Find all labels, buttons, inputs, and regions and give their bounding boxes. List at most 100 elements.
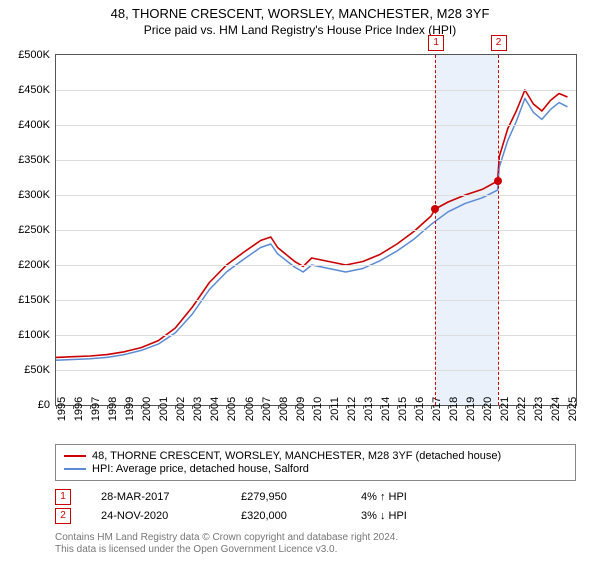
footer-line1: Contains HM Land Registry data © Crown c… bbox=[55, 532, 575, 544]
x-tick-label: 2006 bbox=[244, 397, 256, 421]
y-tick-label: £100K bbox=[18, 329, 50, 341]
x-tick bbox=[261, 405, 262, 409]
x-tick bbox=[380, 405, 381, 409]
y-tick-label: £300K bbox=[18, 189, 50, 201]
x-tick-label: 1999 bbox=[124, 397, 136, 421]
x-tick-label: 2003 bbox=[192, 397, 204, 421]
x-tick-label: 2016 bbox=[414, 397, 426, 421]
x-tick-label: 2000 bbox=[141, 397, 153, 421]
x-tick-label: 2008 bbox=[278, 397, 290, 421]
sale-row: 1 28-MAR-2017 £279,950 4% ↑ HPI bbox=[55, 489, 575, 505]
x-tick-label: 2025 bbox=[567, 397, 579, 421]
x-tick-label: 2023 bbox=[533, 397, 545, 421]
x-tick-label: 1998 bbox=[107, 397, 119, 421]
x-tick-label: 2004 bbox=[209, 397, 221, 421]
x-tick bbox=[465, 405, 466, 409]
sale-row-delta: 4% ↑ HPI bbox=[361, 491, 407, 503]
x-tick-label: 2005 bbox=[226, 397, 238, 421]
chart-title: 48, THORNE CRESCENT, WORSLEY, MANCHESTER… bbox=[0, 6, 600, 21]
sale-row-marker: 2 bbox=[55, 508, 71, 524]
x-tick bbox=[363, 405, 364, 409]
sale-row-date: 28-MAR-2017 bbox=[101, 491, 211, 503]
x-tick bbox=[516, 405, 517, 409]
chart-subtitle: Price paid vs. HM Land Registry's House … bbox=[0, 23, 600, 37]
sale-marker-line bbox=[435, 55, 436, 405]
x-tick-label: 1997 bbox=[90, 397, 102, 421]
x-tick-label: 2014 bbox=[380, 397, 392, 421]
footer-attribution: Contains HM Land Registry data © Crown c… bbox=[55, 532, 575, 556]
x-tick-label: 2009 bbox=[295, 397, 307, 421]
legend-item: 48, THORNE CRESCENT, WORSLEY, MANCHESTER… bbox=[64, 450, 567, 462]
x-tick-label: 2017 bbox=[431, 397, 443, 421]
legend-label: HPI: Average price, detached house, Salf… bbox=[92, 463, 309, 475]
legend-label: 48, THORNE CRESCENT, WORSLEY, MANCHESTER… bbox=[92, 450, 501, 462]
x-tick-label: 2019 bbox=[465, 397, 477, 421]
x-tick bbox=[346, 405, 347, 409]
x-tick bbox=[329, 405, 330, 409]
x-tick-label: 2021 bbox=[499, 397, 511, 421]
legend-swatch bbox=[64, 468, 86, 470]
series-price_paid bbox=[56, 90, 568, 357]
sale-marker-line bbox=[498, 55, 499, 405]
y-tick-label: £350K bbox=[18, 154, 50, 166]
sale-marker-dot bbox=[494, 177, 502, 185]
legend-swatch bbox=[64, 455, 86, 457]
x-tick bbox=[414, 405, 415, 409]
x-tick bbox=[431, 405, 432, 409]
sale-marker-label: 2 bbox=[491, 35, 507, 51]
x-tick-label: 2007 bbox=[261, 397, 273, 421]
x-tick bbox=[567, 405, 568, 409]
x-tick bbox=[73, 405, 74, 409]
sale-row: 2 24-NOV-2020 £320,000 3% ↓ HPI bbox=[55, 508, 575, 524]
x-tick-label: 2011 bbox=[329, 397, 341, 421]
x-tick bbox=[295, 405, 296, 409]
x-tick bbox=[209, 405, 210, 409]
x-tick bbox=[550, 405, 551, 409]
x-tick bbox=[278, 405, 279, 409]
legend-item: HPI: Average price, detached house, Salf… bbox=[64, 463, 567, 475]
x-tick-label: 2022 bbox=[516, 397, 528, 421]
sale-row-delta: 3% ↓ HPI bbox=[361, 510, 407, 522]
x-tick bbox=[244, 405, 245, 409]
x-tick bbox=[533, 405, 534, 409]
x-tick bbox=[226, 405, 227, 409]
y-tick-label: £500K bbox=[18, 49, 50, 61]
sale-row-marker: 1 bbox=[55, 489, 71, 505]
x-tick bbox=[499, 405, 500, 409]
footer-line2: This data is licensed under the Open Gov… bbox=[55, 544, 575, 556]
sale-row-price: £279,950 bbox=[241, 491, 331, 503]
y-tick-label: £0 bbox=[38, 399, 50, 411]
sale-marker-dot bbox=[431, 205, 439, 213]
x-tick bbox=[397, 405, 398, 409]
chart-container: 48, THORNE CRESCENT, WORSLEY, MANCHESTER… bbox=[0, 6, 600, 566]
x-tick-label: 2012 bbox=[346, 397, 358, 421]
y-tick-label: £150K bbox=[18, 294, 50, 306]
y-tick-label: £50K bbox=[24, 364, 50, 376]
sale-row-price: £320,000 bbox=[241, 510, 331, 522]
x-tick bbox=[124, 405, 125, 409]
x-tick bbox=[90, 405, 91, 409]
y-tick-label: £400K bbox=[18, 119, 50, 131]
x-tick-label: 1995 bbox=[56, 397, 68, 421]
x-tick bbox=[482, 405, 483, 409]
x-tick-label: 2002 bbox=[175, 397, 187, 421]
y-tick-label: £250K bbox=[18, 224, 50, 236]
x-tick-label: 2020 bbox=[482, 397, 494, 421]
y-tick-label: £200K bbox=[18, 259, 50, 271]
sale-row-date: 24-NOV-2020 bbox=[101, 510, 211, 522]
x-tick bbox=[141, 405, 142, 409]
plot-area: £0£50K£100K£150K£200K£250K£300K£350K£400… bbox=[55, 54, 577, 406]
x-tick-label: 2024 bbox=[550, 397, 562, 421]
x-tick bbox=[192, 405, 193, 409]
x-tick-label: 2001 bbox=[158, 397, 170, 421]
x-tick bbox=[158, 405, 159, 409]
x-tick bbox=[448, 405, 449, 409]
x-tick-label: 2015 bbox=[397, 397, 409, 421]
x-tick-label: 2018 bbox=[448, 397, 460, 421]
x-tick bbox=[56, 405, 57, 409]
x-tick-label: 2010 bbox=[312, 397, 324, 421]
sales-table: 1 28-MAR-2017 £279,950 4% ↑ HPI 2 24-NOV-2020… bbox=[55, 486, 575, 527]
x-tick bbox=[175, 405, 176, 409]
x-tick bbox=[107, 405, 108, 409]
x-tick-label: 1996 bbox=[73, 397, 85, 421]
